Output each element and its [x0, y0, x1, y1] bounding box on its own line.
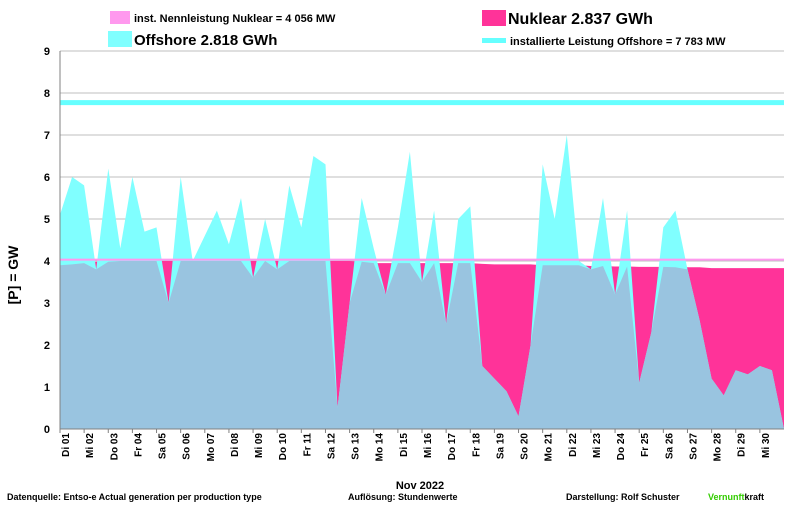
- x-axis: Di 01 Mi 02 Do 03 Fr 04 Sa 05 So 06 Mo 07 Di 08…: [59, 429, 772, 462]
- legend: inst. Nennleistung Nuklear = 4 056 MW Nu…: [108, 10, 726, 49]
- x-tick-label-3: Do 03: [109, 433, 120, 461]
- legend-line-offshore-capacity: [482, 38, 506, 43]
- y-axis: 0 1 2 3 4 5 6 7 8 9: [44, 46, 51, 436]
- y-tick-label-9: 9: [44, 46, 50, 58]
- footer-brand-green: Vernunft: [708, 492, 745, 502]
- x-tick-label-11: Fr 11: [302, 433, 313, 457]
- x-tick-label-16: Mi 16: [423, 433, 434, 458]
- x-tick-label-4: Fr 04: [133, 433, 144, 457]
- x-axis-title: Nov 2022: [396, 480, 444, 492]
- x-tick-label-9: Mi 09: [254, 433, 265, 458]
- series-area-overlap: [60, 261, 784, 429]
- y-tick-label-8: 8: [44, 88, 50, 100]
- x-tick-label-5: Sa 05: [158, 433, 169, 460]
- x-tick-label-22: Di 22: [568, 433, 579, 457]
- x-tick-label-28: Mo 28: [713, 433, 724, 462]
- footer-author: Darstellung: Rolf Schuster: [566, 492, 680, 502]
- y-tick-label-7: 7: [44, 130, 50, 142]
- x-tick-label-24: Do 24: [616, 433, 627, 461]
- x-tick-label-29: Di 29: [737, 433, 748, 457]
- x-tick-label-8: Di 08: [230, 433, 241, 457]
- x-tick-label-7: Mo 07: [206, 433, 217, 462]
- y-tick-label-5: 5: [44, 214, 50, 226]
- x-tick-label-25: Fr 25: [640, 433, 651, 457]
- x-tick-label-27: So 27: [689, 433, 700, 460]
- footer: Datenquelle: Entso-e Actual generation p…: [0, 492, 800, 508]
- footer-source: Datenquelle: Entso-e Actual generation p…: [7, 492, 262, 502]
- y-tick-label-0: 0: [44, 424, 50, 436]
- x-tick-label-1: Di 01: [61, 433, 72, 457]
- legend-label-nuclear: Nuklear 2.837 GWh: [508, 11, 653, 28]
- legend-label-nuclear-capacity: inst. Nennleistung Nuklear = 4 056 MW: [134, 13, 336, 25]
- x-tick-label-6: So 06: [182, 433, 193, 460]
- x-tick-label-30: Mi 30: [761, 433, 772, 458]
- footer-brand: Vernunftkraft: [708, 492, 764, 502]
- x-tick-label-20: So 20: [520, 433, 531, 460]
- x-tick-label-21: Mo 21: [544, 433, 555, 462]
- x-tick-label-14: Mo 14: [375, 433, 386, 462]
- y-tick-label-6: 6: [44, 172, 50, 184]
- legend-swatch-offshore: [108, 31, 132, 47]
- y-tick-label-3: 3: [44, 298, 50, 310]
- x-tick-label-23: Mi 23: [592, 433, 603, 458]
- footer-brand-black: kraft: [744, 492, 765, 502]
- legend-label-offshore-capacity: installierte Leistung Offshore = 7 783 M…: [510, 36, 726, 48]
- legend-swatch-nuclear: [482, 10, 506, 26]
- x-tick-label-10: Do 10: [278, 433, 289, 461]
- legend-label-offshore: Offshore 2.818 GWh: [134, 32, 277, 49]
- x-tick-label-2: Mi 02: [85, 433, 96, 458]
- reference-line-offshore-capacity: [60, 100, 784, 106]
- x-tick-label-13: So 13: [351, 433, 362, 460]
- x-tick-label-19: Sa 19: [495, 433, 506, 460]
- y-tick-label-2: 2: [44, 340, 50, 352]
- legend-swatch-nuclear-capacity: [110, 11, 130, 24]
- y-tick-label-4: 4: [44, 256, 51, 268]
- footer-resolution: Auflösung: Stundenwerte: [348, 492, 458, 502]
- x-tick-label-17: Do 17: [447, 433, 458, 461]
- x-tick-label-26: Sa 26: [664, 433, 675, 460]
- reference-line-nuclear-capacity: [60, 258, 784, 261]
- x-tick-label-12: Sa 12: [327, 433, 338, 460]
- x-tick-label-15: Di 15: [399, 433, 410, 457]
- y-tick-label-1: 1: [44, 382, 50, 394]
- x-tick-label-18: Fr 18: [471, 433, 482, 457]
- y-axis-title: [P] = GW: [5, 245, 21, 305]
